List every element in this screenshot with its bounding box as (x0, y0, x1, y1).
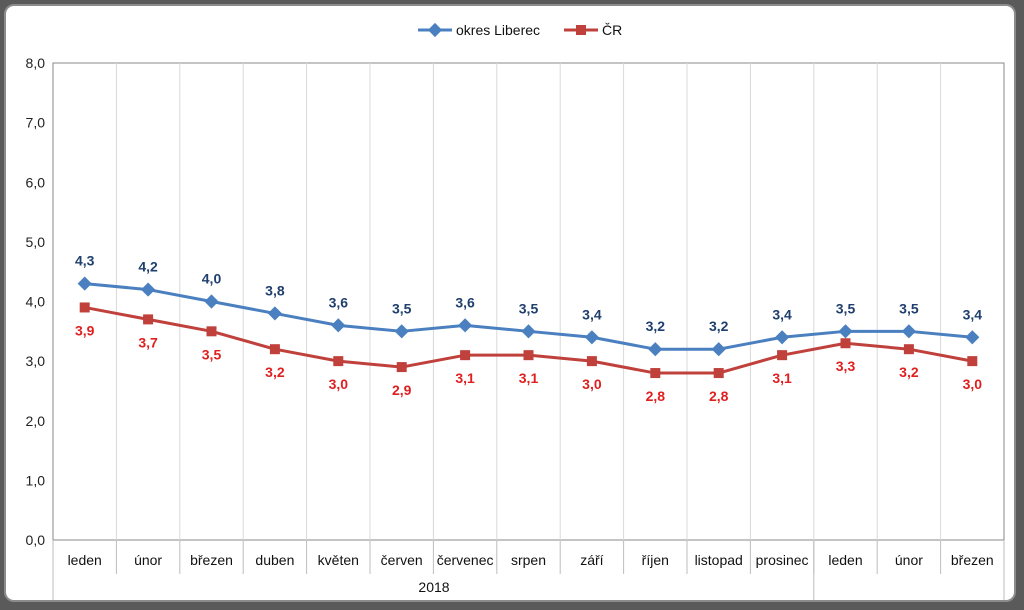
data-point-square (967, 356, 978, 367)
x-category-label: březen (951, 552, 994, 568)
vertical-gridlines (52, 63, 1005, 600)
x-category-label: prosinec (756, 552, 809, 568)
data-label: 3,0 (329, 376, 349, 392)
line-chart: 0,0 1,0 2,0 3,0 4,0 5,0 6,0 7,0 8,0 leden únor bře… (26, 22, 1005, 600)
data-label: 3,6 (329, 294, 349, 310)
data-label: 3,2 (709, 318, 729, 334)
data-point-square (586, 356, 597, 367)
x-category-label: říjen (642, 552, 669, 568)
data-label: 3,5 (836, 300, 856, 316)
data-point-diamond (458, 318, 473, 333)
data-label: 3,4 (963, 306, 983, 322)
data-point-square (840, 338, 851, 349)
data-point-square (460, 350, 471, 361)
data-label: 3,4 (582, 306, 602, 322)
x-axis-category-labels: leden únor březen duben květen červen červenec… (68, 552, 994, 568)
x-category-label: červen (381, 552, 423, 568)
data-label: 3,2 (899, 364, 919, 380)
x-category-label: leden (68, 552, 102, 568)
data-point-square (777, 350, 788, 361)
legend-label-cr: ČR (602, 22, 622, 38)
data-label: 3,7 (138, 334, 158, 350)
y-tick-label: 0,0 (26, 532, 46, 548)
data-label: 2,9 (392, 382, 412, 398)
data-point-square (79, 302, 90, 313)
data-label: 3,5 (519, 300, 539, 316)
data-label: 3,0 (582, 376, 602, 392)
x-category-label: květen (318, 552, 359, 568)
legend-diamond-marker (427, 22, 443, 38)
data-point-diamond (521, 324, 536, 339)
data-label: 3,4 (772, 306, 792, 322)
data-point-diamond (965, 330, 980, 345)
data-label: 3,8 (265, 282, 285, 298)
data-label: 3,2 (265, 364, 285, 380)
data-label: 3,2 (646, 318, 666, 334)
data-point-diamond (141, 282, 156, 297)
data-point-diamond (331, 318, 346, 333)
x-category-label: únor (134, 552, 162, 568)
data-point-square (523, 350, 534, 361)
x-category-label: srpen (511, 552, 546, 568)
y-axis-tick-labels: 0,0 1,0 2,0 3,0 4,0 5,0 6,0 7,0 8,0 (26, 55, 46, 548)
chart-frame: 0,0 1,0 2,0 3,0 4,0 5,0 6,0 7,0 8,0 leden únor bře… (4, 4, 1016, 602)
data-label: 2,8 (646, 388, 666, 404)
legend: okres Liberec ČR (418, 22, 622, 38)
data-label: 3,1 (519, 370, 539, 386)
data-label: 3,5 (899, 300, 919, 316)
data-point-diamond (267, 306, 282, 321)
data-point-diamond (901, 324, 916, 339)
data-label: 4,2 (138, 259, 158, 275)
data-point-diamond (204, 294, 219, 309)
y-tick-label: 2,0 (26, 413, 46, 429)
x-category-label: červenec (437, 552, 494, 568)
data-point-diamond (77, 276, 92, 291)
y-tick-label: 7,0 (26, 115, 46, 131)
data-label: 4,0 (202, 271, 222, 287)
series-layer (77, 276, 980, 379)
data-point-diamond (648, 342, 663, 357)
data-point-square (396, 362, 407, 373)
data-label: 3,9 (75, 322, 95, 338)
data-label: 3,0 (963, 376, 983, 392)
data-point-square (903, 344, 914, 355)
data-point-square (650, 368, 661, 379)
x-category-label: březen (190, 552, 233, 568)
legend-square-marker (576, 25, 586, 35)
data-point-diamond (584, 330, 599, 345)
x-category-label: listopad (695, 552, 743, 568)
legend-label-okres-liberec: okres Liberec (456, 22, 540, 38)
data-label: 3,1 (772, 370, 792, 386)
y-tick-label: 8,0 (26, 55, 46, 71)
data-point-diamond (838, 324, 853, 339)
data-label: 4,3 (75, 253, 95, 269)
x-category-label: leden (828, 552, 862, 568)
y-tick-label: 6,0 (26, 174, 46, 190)
y-tick-label: 3,0 (26, 353, 46, 369)
y-tick-label: 5,0 (26, 234, 46, 250)
y-tick-label: 4,0 (26, 294, 46, 310)
data-label: 3,3 (836, 358, 856, 374)
data-label: 3,5 (392, 300, 412, 316)
data-point-diamond (711, 342, 726, 357)
data-point-square (206, 326, 217, 337)
year-group-label: 2018 (418, 579, 449, 595)
x-category-label: září (580, 552, 603, 568)
data-point-square (269, 344, 280, 355)
data-point-square (713, 368, 724, 379)
data-point-square (143, 314, 154, 325)
data-label: 3,6 (455, 294, 475, 310)
data-point-diamond (775, 330, 790, 345)
x-category-label: únor (895, 552, 923, 568)
data-labels: 4,3 4,2 4,0 3,8 3,6 3,5 3,6 3,5 3,4 3,2 3,2 3,4 3,5 3… (75, 253, 982, 404)
y-tick-label: 1,0 (26, 472, 46, 488)
data-label: 3,1 (455, 370, 475, 386)
x-category-label: duben (255, 552, 294, 568)
data-label: 3,5 (202, 346, 222, 362)
data-label: 2,8 (709, 388, 729, 404)
data-point-square (333, 356, 344, 367)
data-point-diamond (394, 324, 409, 339)
